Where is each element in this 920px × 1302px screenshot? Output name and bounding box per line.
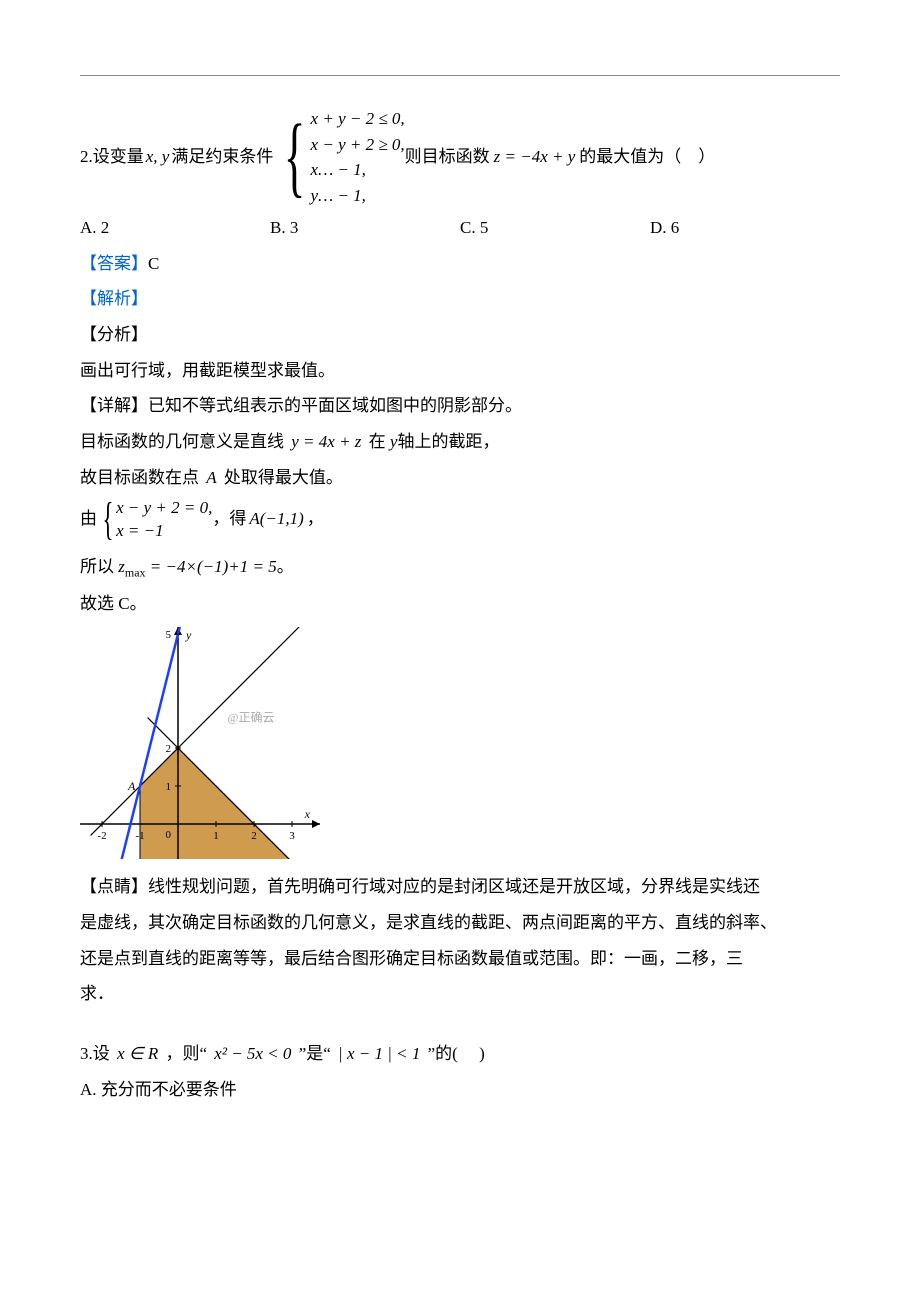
svg-text:-1: -1 (135, 830, 144, 842)
q2-option-d: D. 6 (650, 210, 840, 246)
q2-option-c: C. 5 (460, 210, 650, 246)
q2-mid: 满足约束条件 (171, 139, 273, 175)
q3-b: ，则“ (166, 1044, 208, 1063)
detail-2a: 目标函数的几何意义是直线 (80, 432, 284, 451)
by-eqs: x − y + 2 = 0, x = −1 (116, 496, 212, 544)
so-a: 所以 (80, 557, 114, 576)
page: 2.设变量 x, y 满足约束条件 { x + y − 2 ≤ 0, x − y… (0, 0, 920, 1147)
detail-label: 【详解】 (80, 396, 148, 415)
by-eq2: x = −1 (116, 519, 212, 543)
svg-text:y: y (185, 628, 192, 642)
svg-text:0: 0 (166, 829, 172, 841)
q2-suffix-b: 的最大值为（ ） (579, 139, 715, 175)
dianjing-1: 线性规划问题，首先明确可行域对应的是封闭区域还是开放区域，分界线是实线还 (148, 877, 760, 896)
q2-prefix: 2.设变量 (80, 139, 144, 175)
dianjing-label: 【点睛】 (80, 877, 148, 896)
q2-options: A. 2 B. 3 C. 5 D. 6 (80, 210, 840, 246)
header-rule (80, 75, 840, 76)
q3-cond2: | x − 1 | < 1 (335, 1044, 423, 1063)
detail-3a: 故目标函数在点 (80, 468, 199, 487)
svg-text:3: 3 (289, 830, 295, 842)
so-sub: max (125, 565, 146, 579)
answer-value: C (148, 254, 159, 273)
detail-1: 已知不等式组表示的平面区域如图中的阴影部分。 (148, 396, 522, 415)
svg-text:@正确云: @正确云 (227, 711, 274, 725)
q3-stem: 3.设 x ∈ R ，则“ x² − 5x < 0 ”是“ | x − 1 | … (80, 1036, 840, 1072)
detail-2c: 轴上的截距， (397, 432, 499, 451)
fenxi-label: 【分析】 (80, 317, 840, 353)
by-result-b: ， (307, 501, 324, 537)
detail-2-eq: y = 4x + z (288, 432, 364, 451)
constraint-1: x + y − 2 ≤ 0, (311, 106, 405, 132)
dianjing-3: 还是点到直线的距离等等，最后结合图形确定目标函数最值或范围。即：一画，二移，三 (80, 941, 840, 977)
detail-line-3: 故目标函数在点 A 处取得最大值。 (80, 460, 840, 496)
svg-text:2: 2 (166, 743, 172, 755)
by-brace: { x − y + 2 = 0, x = −1 (97, 496, 212, 544)
so-eq: z (118, 557, 125, 576)
by-label: 由 (80, 501, 97, 537)
dianjing-2: 是虚线，其次确定目标函数的几何意义，是求直线的截距、两点间距离的平方、直线的斜率… (80, 905, 840, 941)
dianjing-line: 【点睛】线性规划问题，首先明确可行域对应的是封闭区域还是开放区域，分界线是实线还 (80, 869, 840, 905)
by-result-point: A(−1,1) (246, 501, 306, 537)
detail-3b: 处取得最大值。 (224, 468, 343, 487)
svg-text:A: A (127, 779, 136, 793)
by-result-a: ，得 (212, 501, 246, 537)
svg-text:5: 5 (166, 629, 172, 641)
q3-xr: x ∈ R (114, 1044, 161, 1063)
spacer (80, 1012, 840, 1036)
q2-answer-row: 【答案】C (80, 246, 840, 282)
q3-cond1: x² − 5x < 0 (211, 1044, 294, 1063)
so-period: 。 (277, 557, 294, 576)
constraint-2: x − y + 2 ≥ 0, (311, 132, 405, 158)
detail-3-point: A (203, 468, 219, 487)
detail-2b: 在 (369, 432, 386, 451)
q2-stem: 2.设变量 x, y 满足约束条件 { x + y − 2 ≤ 0, x − y… (80, 106, 840, 208)
q3-option-a: A. 充分而不必要条件 (80, 1072, 840, 1108)
fenxi-text: 画出可行域，用截距模型求最值。 (80, 353, 840, 389)
detail-line-1: 【详解】已知不等式组表示的平面区域如图中的阴影部分。 (80, 388, 840, 424)
so-line: 所以 zmax = −4×(−1)+1 = 5。 (80, 549, 840, 586)
svg-text:x: x (304, 807, 311, 821)
therefore-line: 故选 C。 (80, 586, 840, 622)
svg-text:2: 2 (251, 830, 257, 842)
q3-d: ”的( ) (428, 1044, 485, 1063)
q2-constraints-brace: { x + y − 2 ≤ 0, x − y + 2 ≥ 0, x… − 1, … (273, 106, 404, 208)
detail-line-2: 目标函数的几何意义是直线 y = 4x + z 在 y轴上的截距， (80, 424, 840, 460)
q2-suffix-a: 则目标函数 (405, 139, 490, 175)
svg-text:-2: -2 (97, 830, 106, 842)
constraint-3: x… − 1, (311, 157, 405, 183)
constraint-4: y… − 1, (311, 183, 405, 209)
q2-constraints: x + y − 2 ≤ 0, x − y + 2 ≥ 0, x… − 1, y…… (311, 106, 405, 208)
by-line: 由 { x − y + 2 = 0, x = −1 ，得 A(−1,1) ， (80, 496, 840, 544)
answer-label: 【答案】 (80, 254, 148, 273)
so-rest: = −4×(−1)+1 = 5 (146, 557, 277, 576)
by-eq1: x − y + 2 = 0, (116, 496, 212, 520)
analysis-label: 【解析】 (80, 281, 840, 317)
q2-option-a: A. 2 (80, 210, 270, 246)
q3-a: 3.设 (80, 1044, 110, 1063)
svg-text:1: 1 (166, 781, 172, 793)
left-brace-icon: { (284, 112, 306, 202)
q2-graph: -2 -1 1 2 3 1 2 5 0 x y A @正确云 (80, 627, 840, 859)
left-brace-small-icon: { (103, 496, 114, 542)
dianjing-4: 求． (80, 976, 840, 1012)
q2-option-b: B. 3 (270, 210, 460, 246)
q2-vars: x, y (144, 139, 172, 175)
svg-text:1: 1 (213, 830, 219, 842)
q2-objective: z = −4x + y (490, 139, 580, 175)
feasible-region-chart: -2 -1 1 2 3 1 2 5 0 x y A @正确云 (80, 627, 320, 859)
q3-c: ”是“ (299, 1044, 331, 1063)
